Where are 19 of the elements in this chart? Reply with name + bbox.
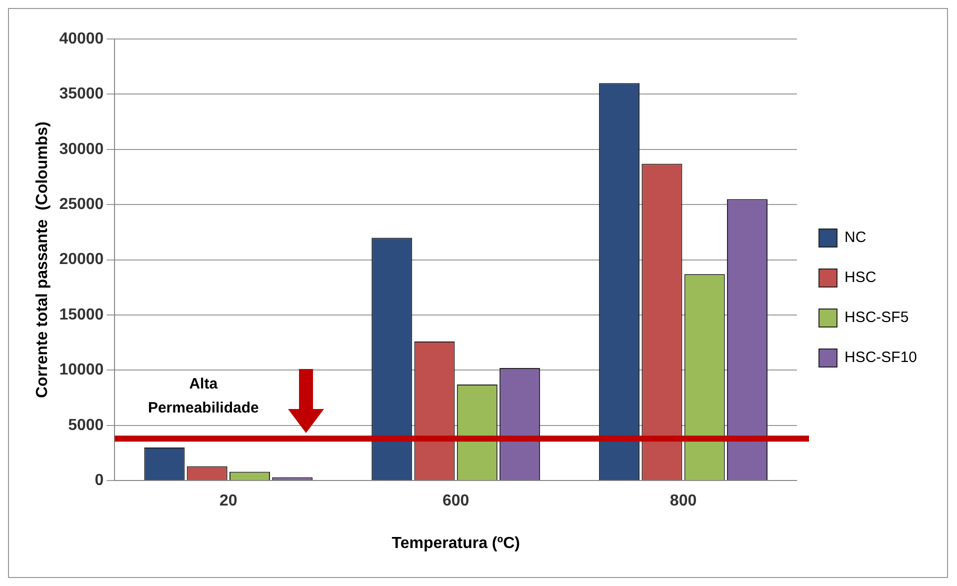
x-tick-label: 800 <box>670 492 697 510</box>
x-tick-label: 20 <box>220 492 238 510</box>
legend-label: NC <box>844 229 866 246</box>
y-tick-label: 0 <box>94 472 104 490</box>
y-tick-label: 5000 <box>68 416 104 434</box>
ref-line-label: Alta Permeabilidade <box>148 376 259 417</box>
y-tick-label: 25000 <box>59 196 104 214</box>
x-axis-title: Temperatura (ºC) <box>392 534 520 552</box>
y-tick-label: 20000 <box>59 251 104 268</box>
legend-label: HSC-SF10 <box>844 349 918 366</box>
y-tick-label: 15000 <box>59 306 104 324</box>
legend-label: HSC <box>844 269 876 286</box>
y-axis-title: Corrente total passante (Coloumbs) <box>34 122 52 398</box>
y-tick-label: 30000 <box>59 140 104 158</box>
y-tick-label: 40000 <box>59 30 104 48</box>
y-tick-label: 35000 <box>59 86 104 103</box>
y-tick-label: 10000 <box>59 362 104 379</box>
x-tick-label: 600 <box>442 492 470 510</box>
legend-label: HSC-SF5 <box>844 309 909 326</box>
